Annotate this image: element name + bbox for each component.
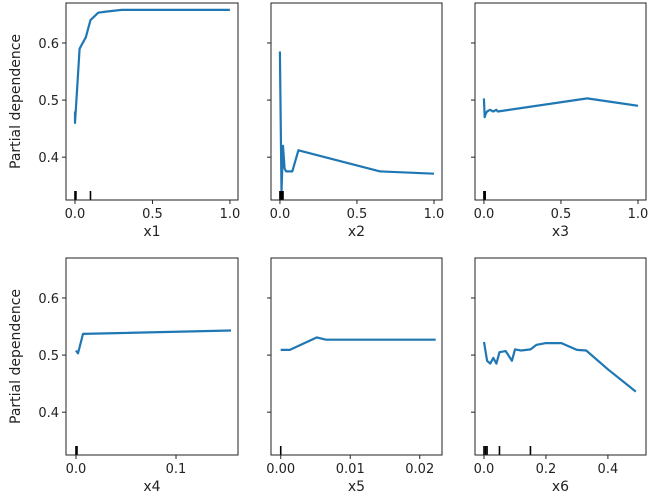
pd-line-x1 bbox=[73, 8, 230, 125]
x-axis-label: x1 bbox=[143, 224, 160, 240]
x-tick-label: 0.01 bbox=[336, 462, 365, 477]
x-tick-label: 0.0 bbox=[474, 462, 495, 477]
x-tick-label: 0.5 bbox=[347, 207, 368, 222]
y-tick-label: 0.5 bbox=[38, 349, 59, 364]
x-tick-label: 0.02 bbox=[405, 462, 434, 477]
x-tick-label: 1.0 bbox=[628, 207, 649, 222]
x-tick-label: 0.0 bbox=[65, 207, 86, 222]
x-tick-label: 0.5 bbox=[551, 207, 572, 222]
y-tick-label: 0.6 bbox=[38, 292, 59, 307]
x-axis-label: x6 bbox=[552, 479, 569, 495]
axes-frame bbox=[65, 257, 239, 456]
axes-frame bbox=[270, 257, 443, 456]
pd-line-x6 bbox=[482, 341, 637, 393]
x-tick-label: 1.0 bbox=[424, 207, 445, 222]
subplot-x4: 0.0 0.1 0.4 0.5 0.6 x4 Partial dependence bbox=[8, 257, 239, 495]
subplot-x6: 0.0 0.2 0.4 x6 bbox=[471, 257, 647, 495]
x-tick-label: 0.0 bbox=[474, 207, 495, 222]
x-tick-label: 0.5 bbox=[142, 207, 163, 222]
x-tick-label: 0.4 bbox=[598, 462, 619, 477]
subplot-x5: 0.00 0.01 0.02 x5 bbox=[266, 257, 443, 495]
x-axis-label: x4 bbox=[143, 479, 160, 495]
y-tick-label: 0.4 bbox=[38, 406, 59, 421]
y-axis-label: Partial dependence bbox=[8, 34, 24, 169]
axes-frame bbox=[270, 2, 443, 201]
x-axis-label: x2 bbox=[348, 224, 365, 240]
pd-line-x3 bbox=[482, 97, 639, 119]
y-tick-label: 0.4 bbox=[38, 151, 59, 166]
pd-line-x4 bbox=[75, 329, 232, 355]
axes-frame bbox=[474, 257, 647, 456]
pd-line-x5 bbox=[280, 336, 436, 351]
y-tick-label: 0.5 bbox=[38, 94, 59, 109]
x-tick-label: 0.00 bbox=[266, 462, 295, 477]
subplot-x3: 0.0 0.5 1.0 x3 bbox=[471, 2, 649, 240]
x-tick-label: 0.0 bbox=[270, 207, 291, 222]
x-tick-label: 1.0 bbox=[220, 207, 241, 222]
x-axis-label: x5 bbox=[348, 479, 365, 495]
axes-frame bbox=[65, 2, 239, 201]
subplot-x1: 0.0 0.5 1.0 0.4 0.5 0.6 x1 Partial dependence bbox=[8, 2, 241, 240]
y-axis-label: Partial dependence bbox=[8, 289, 24, 424]
pd-line-x2 bbox=[278, 51, 435, 193]
y-tick-label: 0.6 bbox=[38, 37, 59, 52]
x-tick-label: 0.1 bbox=[166, 462, 187, 477]
x-axis-label: x3 bbox=[552, 224, 569, 240]
x-tick-label: 0.2 bbox=[536, 462, 557, 477]
subplot-x2: 0.0 0.5 1.0 x2 bbox=[267, 2, 445, 240]
x-tick-label: 0.0 bbox=[66, 462, 87, 477]
